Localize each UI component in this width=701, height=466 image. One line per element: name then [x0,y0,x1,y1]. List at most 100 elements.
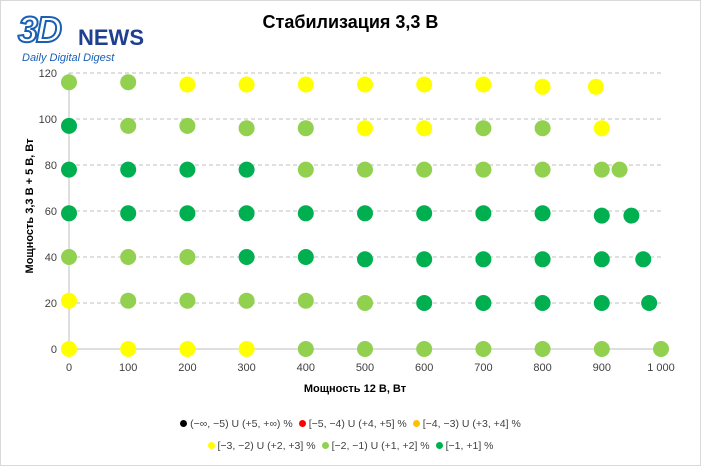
data-point [653,341,669,357]
x-tick-label: 100 [119,362,137,374]
legend-label: [−1, +1] % [445,440,494,452]
data-point [593,120,610,137]
data-point [238,341,255,357]
legend-row-1: (−∞, −5) U (+5, +∞) % [−5, −4) U (+4, +5]… [0,418,701,430]
data-point [238,76,255,93]
data-point [297,120,314,137]
data-point [357,341,373,357]
data-point [475,251,492,268]
data-point [534,341,551,357]
data-point [179,205,196,222]
data-point [635,251,652,268]
data-point [179,161,196,178]
legend-label: [−3, −2) U (+2, +3] % [217,440,316,452]
data-point [297,205,314,222]
legend-item: [−5, −4) U (+4, +5] % [298,418,407,430]
logo-mark: 3D [17,9,63,51]
x-tick-label: 500 [356,362,374,374]
data-point [534,251,551,268]
data-point [61,341,77,357]
legend-item: (−∞, −5) U (+5, +∞) % [180,418,293,430]
data-point [357,251,373,268]
data-point [534,161,551,178]
x-tick-label: 400 [297,362,315,374]
y-tick-label: 100 [39,114,57,126]
legend-label: [−4, −3) U (+3, +4] % [422,418,521,430]
data-point [61,205,77,222]
data-point [623,207,640,224]
legend-marker [207,442,215,449]
data-point [357,120,373,137]
legend-label: (−∞, −5) U (+5, +∞) % [190,418,293,430]
data-point [416,341,433,357]
y-tick-label: 40 [45,252,57,264]
data-point [179,249,196,265]
y-axis-title: Мощность 3,3 В + 5 В, Вт [24,138,36,274]
legend-label: [−2, −1) U (+1, +2] % [331,440,430,452]
data-point [416,205,433,222]
data-point [475,161,492,178]
data-point [611,161,628,178]
data-point [120,74,137,91]
legend-item: [−3, −2) U (+2, +3] % [207,440,316,452]
data-point [120,161,137,178]
data-point [61,117,77,134]
x-tick-label: 300 [237,362,255,374]
data-point [297,249,314,265]
data-point [238,205,255,222]
y-tick-label: 120 [39,68,57,80]
data-point [61,161,77,178]
legend-item: [−1, +1] % [435,440,494,452]
data-point [238,120,255,137]
data-point [416,120,433,137]
y-tick-label: 80 [45,160,57,172]
data-point [61,249,77,265]
data-point [357,76,373,93]
data-point [238,161,255,178]
data-point [179,341,196,357]
legend-marker [298,420,306,427]
y-tick-label: 20 [45,298,57,310]
x-axis-title: Мощность 12 В, Вт [304,383,407,395]
data-point [357,161,373,178]
data-point [120,249,137,265]
x-tick-label: 1 000 [647,362,675,374]
x-tick-label: 600 [415,362,433,374]
data-point [120,205,137,222]
data-point [61,292,77,309]
logo-word: NEWS [78,25,144,50]
data-point [416,76,433,93]
x-tick-label: 700 [474,362,492,374]
chart-title: Стабилизация 3,3 В [262,12,439,32]
data-point [475,295,492,311]
legend-marker [180,420,188,427]
data-point [534,205,551,222]
legend-marker [412,420,420,427]
legend-marker [435,442,443,449]
x-tick-label: 0 [66,362,72,374]
data-point [297,161,314,178]
legend-row-2: [−3, −2) U (+2, +3] % [−2, −1) U (+1, +2]… [0,440,701,452]
y-tick-label: 60 [45,206,57,218]
legend-item: [−4, −3) U (+3, +4] % [412,418,521,430]
data-point [593,251,610,268]
data-point [416,161,433,178]
y-tick-label: 0 [51,344,57,356]
data-point [475,205,492,222]
data-point [593,207,610,224]
data-point [357,295,373,311]
data-point [534,295,551,311]
legend-label: [−5, −4) U (+4, +5] % [308,418,407,430]
data-point [179,76,196,93]
x-tick-label: 900 [593,362,611,374]
legend-marker [321,442,329,449]
data-point [475,76,492,93]
x-tick-label: 800 [533,362,551,374]
data-point [534,120,551,137]
x-tick-label: 200 [178,362,196,374]
legend-item: [−2, −1) U (+1, +2] % [321,440,430,452]
data-point [593,295,610,311]
data-point [120,117,137,134]
data-point [179,117,196,134]
data-point [238,249,255,265]
